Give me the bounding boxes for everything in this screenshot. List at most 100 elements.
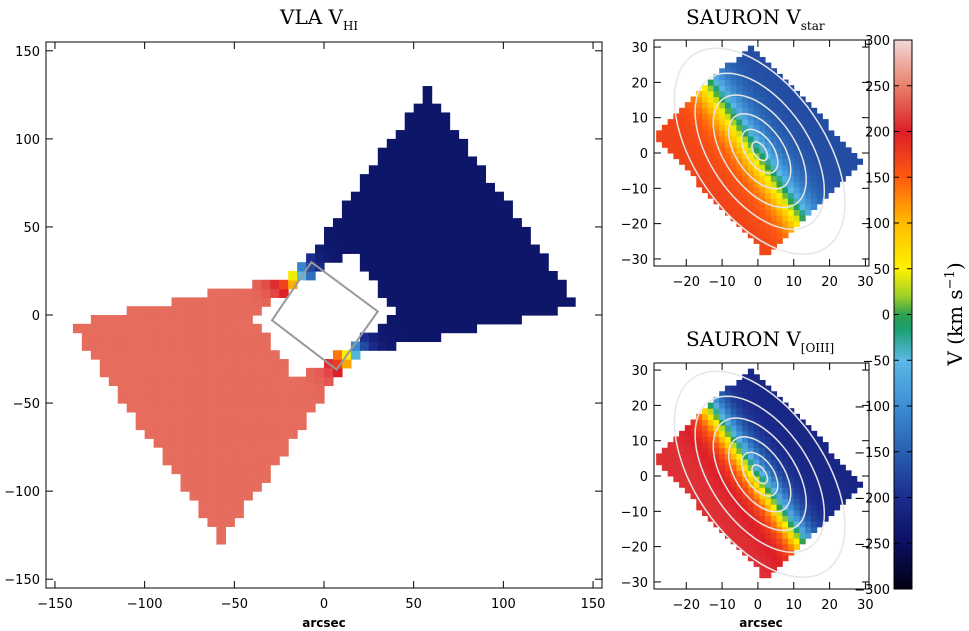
sauron-pixel [753, 391, 760, 398]
sauron-pixel [759, 79, 766, 86]
vla-pixel [261, 403, 271, 413]
sauron-pixel [690, 119, 697, 126]
sauron-pixel [667, 459, 674, 466]
sauron-pixel [742, 379, 749, 387]
sauron-pixel [828, 175, 835, 182]
sauron-pixel [730, 532, 737, 539]
sauron-pixel [793, 453, 800, 460]
vla-pixel [485, 270, 495, 281]
sauron-pixel [696, 481, 703, 488]
vla-panel: VLA VHI −150 −100 −50 0 50 100 150−150−100−500… [4, 5, 605, 630]
sauron-pixel [810, 186, 818, 194]
sauron-pixel [719, 85, 726, 92]
sauron-pixel [702, 419, 709, 426]
vla-pixel [521, 262, 531, 272]
sauron-pixel [770, 96, 778, 103]
sauron-pixel [805, 487, 812, 494]
sauron-pixel [776, 85, 783, 92]
sauron-pixel [851, 487, 858, 494]
vla-pixel [261, 288, 271, 298]
sauron-pixel [702, 136, 709, 143]
vla-pixel [252, 385, 262, 395]
sauron-pixel [793, 487, 800, 494]
vla-pixel [171, 411, 182, 422]
sauron-pixel [759, 555, 766, 562]
sauron-pixel [724, 79, 732, 86]
vla-pixel [171, 367, 182, 378]
vla-pixel [144, 350, 155, 360]
vla-pixel [288, 279, 298, 290]
sauron-pixel [793, 107, 800, 114]
sauron-pixel [759, 442, 766, 449]
sauron-pixel [788, 447, 795, 454]
sauron-pixel [747, 130, 755, 137]
vla-pixel [207, 297, 217, 307]
vla-pixel [449, 147, 460, 158]
sauron-pixel [702, 90, 709, 97]
vla-pixel [386, 253, 397, 263]
vla-pixel [243, 288, 253, 298]
sauron-pixel [679, 141, 686, 148]
vla-pixel [153, 376, 164, 387]
sauron-pixel [822, 192, 829, 199]
colorbar-tick-label: 250 [865, 80, 890, 95]
sauron-pixel [799, 464, 806, 471]
sauron-pixel [753, 481, 760, 488]
vla-pixel [386, 200, 397, 210]
vla-pixel [288, 429, 298, 439]
vla-pixel [207, 473, 217, 483]
sauron-pixel [793, 436, 800, 443]
vla-pixel [386, 279, 397, 290]
sauron-pixel [810, 130, 818, 137]
sauron-pixel [719, 453, 726, 460]
sauron-pixel [753, 521, 760, 528]
sauron-pixel [656, 130, 663, 137]
vla-pixel [234, 288, 244, 298]
vla-pixel [189, 323, 200, 334]
vla-pixel [144, 429, 155, 439]
sauron-pixel [782, 119, 789, 126]
sauron-pixel [805, 136, 812, 143]
sauron-pixel [667, 124, 674, 131]
vla-pixel [234, 332, 244, 343]
vla-pixel [404, 121, 415, 131]
vla-pixel [359, 332, 370, 343]
sauron-pixel [782, 476, 789, 483]
sauron-pixel [707, 430, 714, 437]
vla-pixel [404, 253, 415, 263]
sauron-pixel [793, 509, 800, 517]
sauron-pixel [702, 430, 709, 437]
vla-pixel [108, 341, 119, 351]
sauron-pixel [793, 209, 800, 216]
sauron-pixel [747, 419, 755, 426]
vla-pixel [126, 394, 137, 404]
vla-pixel [261, 341, 271, 351]
isophote-contour [740, 128, 779, 174]
sauron-pixel [730, 215, 737, 222]
sauron-pixel [759, 107, 766, 114]
sauron-pixel [770, 447, 778, 454]
sauron-pixel [747, 119, 755, 126]
vla-pixel [243, 385, 253, 395]
vla-pixel [207, 464, 217, 475]
sauron-pixel [719, 169, 726, 177]
sauron-pixel [707, 158, 714, 165]
vla-pixel [297, 385, 307, 395]
vla-pixel [252, 359, 262, 369]
vla-pixel [180, 367, 191, 378]
sauron-pixel [770, 102, 778, 109]
sauron-pixel [753, 498, 760, 505]
sauron-pixel [828, 181, 835, 188]
sauron-pixel [816, 504, 823, 511]
vla-pixel [377, 218, 388, 228]
sauron-pixel [788, 470, 795, 477]
sauron-pixel [810, 464, 818, 471]
sauron-pixel [759, 549, 766, 556]
vla-pixel [494, 297, 504, 307]
sauron-pixel [770, 175, 778, 182]
sauron-pixel [805, 459, 812, 466]
vla-pixel [243, 464, 253, 475]
sauron-pixel [753, 425, 760, 432]
